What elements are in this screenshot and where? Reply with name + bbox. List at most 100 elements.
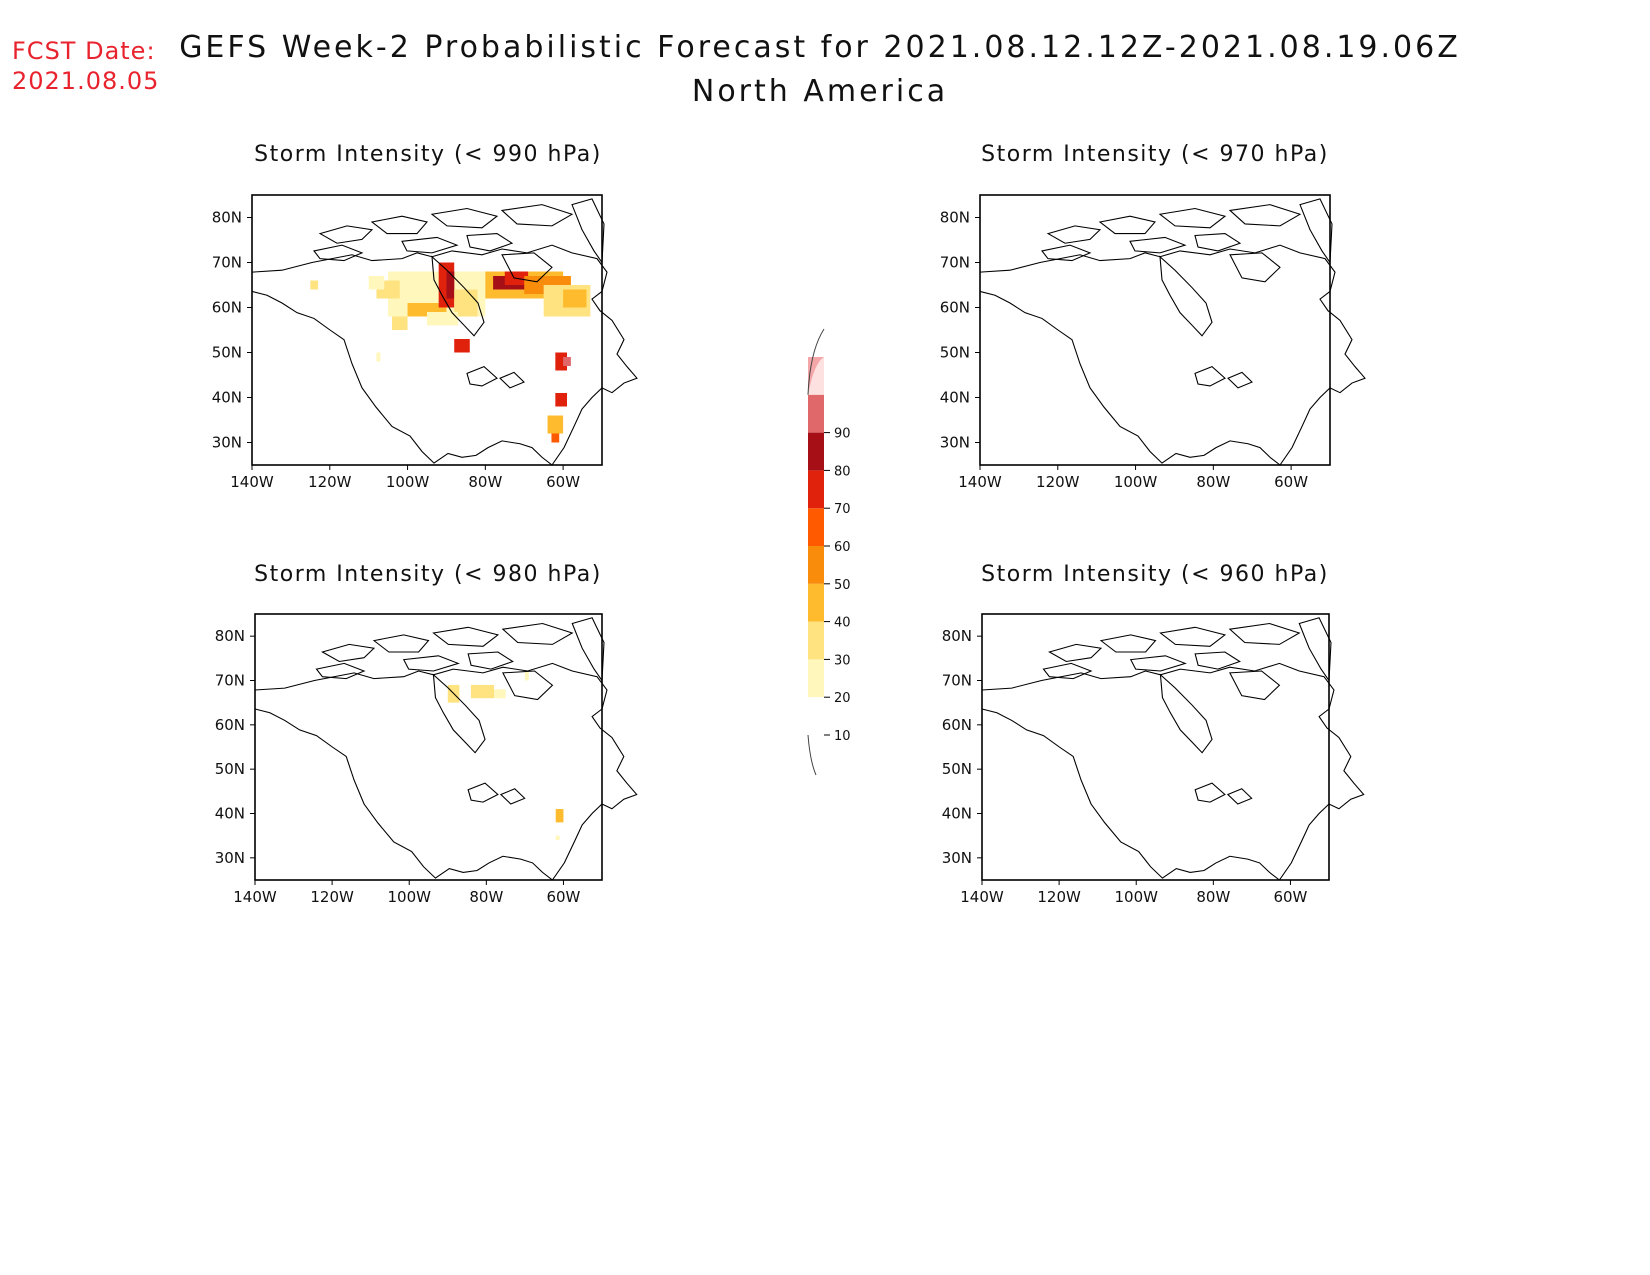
- coastlines: [979, 198, 1366, 466]
- map-panel-980: 80N 70N 60N 50N 40N 30N 140W 120W 100W 80W 60W: [215, 613, 638, 906]
- coastline-path: [313, 244, 364, 262]
- map-panel-970: 80N 70N 60N 50N 40N 30N 140W 120W 100W 80W 60W: [940, 194, 1366, 491]
- coastline-path: [1298, 617, 1332, 683]
- lat-tick-label: 50N: [942, 760, 972, 778]
- coastline-path: [1098, 215, 1156, 235]
- lon-tick-label: 120W: [310, 888, 354, 906]
- lon-tick-label: 140W: [960, 888, 1004, 906]
- panel-title-990: Storm Intensity (< 990 hPa): [254, 142, 602, 167]
- probability-cell: [494, 689, 506, 699]
- probability-cell: [368, 276, 385, 290]
- colorbar-swatch: [808, 470, 824, 509]
- coastline-path: [979, 244, 1366, 466]
- lat-tick-label: 70N: [215, 672, 245, 690]
- lat-tick-label: 80N: [942, 627, 972, 645]
- map-panel-990: 80N 70N 60N 50N 40N 30N 140W 120W 100W 80W 60W: [212, 194, 638, 491]
- coastlines: [251, 198, 638, 466]
- lon-tick-label: 120W: [308, 473, 352, 491]
- colorbar-swatch: [808, 621, 824, 660]
- coastline-path: [251, 244, 638, 466]
- forecast-date-label: FCST Date: 2021.08.05: [12, 36, 159, 96]
- map-frame: [251, 194, 603, 466]
- lon-tick-label: 100W: [386, 473, 430, 491]
- lat-tick-label: 60N: [215, 716, 245, 734]
- coastline-path: [466, 233, 514, 252]
- lat-tick-label: 40N: [215, 805, 245, 823]
- fcst-date: 2021.08.05: [12, 67, 160, 95]
- coastline-path: [430, 207, 499, 229]
- colorbar-label: 70: [834, 502, 851, 517]
- colorbar-label: 80: [834, 464, 851, 479]
- probability-cell: [310, 280, 319, 290]
- lat-tick-label: 60N: [940, 299, 970, 317]
- coastline-path: [1194, 233, 1242, 252]
- probability-cell: [555, 835, 560, 841]
- map-frame: [979, 194, 1331, 466]
- lon-tick-label: 140W: [230, 473, 274, 491]
- map-frame: [254, 613, 603, 881]
- lon-tick-label: 60W: [1273, 888, 1307, 906]
- probability-cell: [555, 393, 567, 407]
- fcst-label: FCST Date:: [12, 37, 156, 65]
- coastline-path: [571, 617, 605, 683]
- lat-tick-label: 80N: [940, 209, 970, 227]
- probability-cell: [470, 684, 495, 699]
- lon-tick-label: 80W: [469, 888, 503, 906]
- lat-tick-label: 50N: [215, 760, 245, 778]
- lat-tick-label: 30N: [942, 849, 972, 867]
- coastline-path: [321, 643, 376, 663]
- coastline-path: [500, 204, 574, 227]
- lon-tick-label: 140W: [233, 888, 277, 906]
- coastline-path: [372, 634, 430, 653]
- coastline-path: [432, 626, 500, 647]
- colorbar-label: 90: [834, 427, 851, 442]
- lon-tick-label: 100W: [387, 888, 431, 906]
- probability-cell: [446, 271, 455, 299]
- map-content: 80N 70N 60N 50N 40N 30N 140W 120W 100W 80W 60W: [942, 613, 1365, 906]
- coastline-path: [1046, 225, 1102, 244]
- colorbar-label: 30: [834, 653, 851, 668]
- colorbar-swatch: [808, 546, 824, 584]
- coastlines: [981, 617, 1365, 881]
- main-subtitle: North America: [691, 74, 949, 109]
- colorbar-swatch: [808, 508, 824, 546]
- lat-tick-label: 60N: [942, 716, 972, 734]
- coastline-path: [402, 655, 460, 672]
- lat-tick-label: 60N: [212, 299, 242, 317]
- coastline-path: [1099, 634, 1157, 653]
- lat-tick-label: 30N: [212, 434, 242, 452]
- coastline-path: [401, 236, 459, 254]
- coastline-path: [1041, 244, 1092, 262]
- probability-colorbar: 10 20 30 40 50 60 70 80 90: [807, 328, 851, 776]
- probability-cell: [547, 415, 564, 434]
- coastline-path: [1228, 204, 1302, 227]
- coastline-path: [1159, 255, 1213, 337]
- lat-tick-label: 40N: [212, 389, 242, 407]
- lat-tick-label: 30N: [940, 434, 970, 452]
- coastline-path: [499, 788, 526, 805]
- lon-tick-label: 100W: [1114, 888, 1158, 906]
- colorbar-swatch: [808, 583, 824, 622]
- lat-tick-label: 30N: [215, 849, 245, 867]
- lat-tick-label: 40N: [940, 389, 970, 407]
- coastline-path: [1227, 371, 1253, 389]
- colorbar-top-arrow: [808, 357, 824, 395]
- probability-cell: [392, 316, 408, 330]
- lon-tick-label: 60W: [546, 473, 580, 491]
- coastline-path: [1159, 673, 1213, 754]
- coastline-path: [1228, 622, 1301, 645]
- lat-tick-label: 40N: [942, 805, 972, 823]
- map-content: 80N 70N 60N 50N 40N 30N 140W 120W 100W 80W 60W: [212, 194, 638, 491]
- coastline-path: [571, 198, 605, 265]
- lat-tick-label: 50N: [212, 344, 242, 362]
- colorbar-label: 60: [834, 540, 851, 555]
- coastline-path: [501, 670, 554, 701]
- probability-cell: [427, 312, 459, 326]
- coastline-path: [1194, 366, 1226, 387]
- coastline-path: [981, 662, 1365, 881]
- probability-cell: [555, 352, 567, 371]
- lon-tick-label: 140W: [958, 473, 1002, 491]
- colorbar-bottom-curve: [807, 734, 817, 776]
- probability-cell: [563, 357, 571, 366]
- coastline-path: [467, 782, 499, 803]
